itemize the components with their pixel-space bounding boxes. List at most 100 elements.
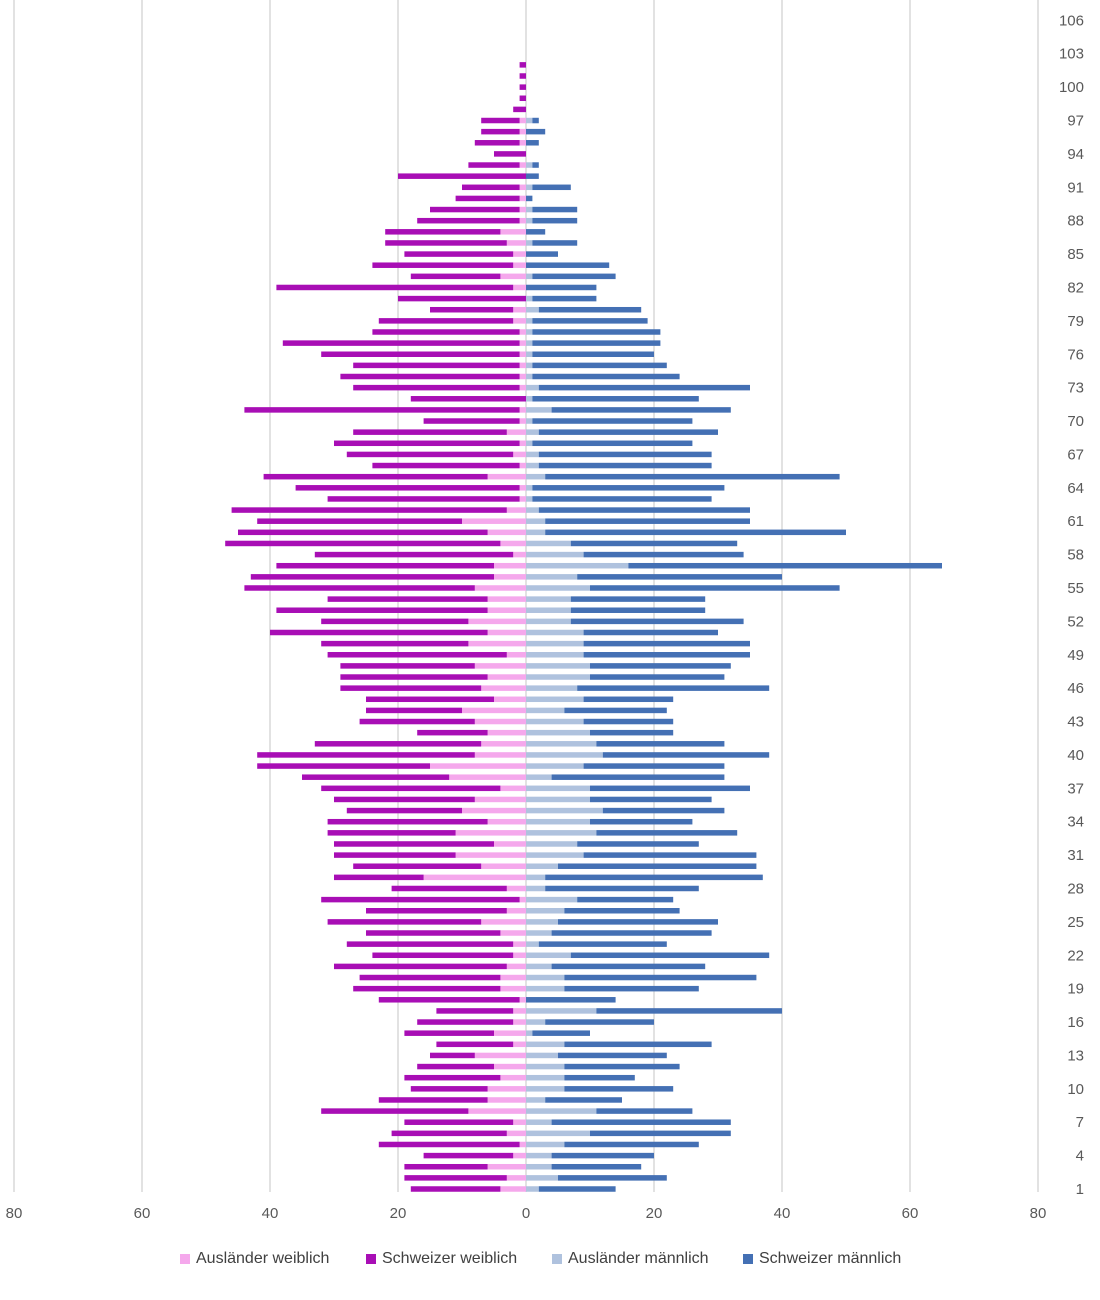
bar-auslaender-weiblich xyxy=(519,418,526,424)
bar-schweizer-maennlich xyxy=(596,1108,693,1114)
bar-auslaender-maennlich xyxy=(526,618,571,625)
bar-schweizer-weiblich xyxy=(404,1163,488,1170)
bar-schweizer-weiblich xyxy=(468,162,520,168)
bar-schweizer-weiblich xyxy=(378,997,520,1003)
bar-auslaender-weiblich xyxy=(519,440,526,447)
bar-schweizer-weiblich xyxy=(410,396,526,402)
bar-auslaender-maennlich xyxy=(526,663,590,669)
bar-schweizer-weiblich xyxy=(346,807,462,814)
bar-auslaender-weiblich xyxy=(513,1119,526,1125)
bar-schweizer-maennlich xyxy=(551,963,706,970)
y-tick-label: 34 xyxy=(1067,814,1084,831)
legend-label-schweizer-maennlich: Schweizer männlich xyxy=(759,1250,902,1267)
bar-schweizer-weiblich xyxy=(257,763,430,769)
bar-schweizer-maennlich xyxy=(564,707,667,714)
bar-auslaender-weiblich xyxy=(513,262,526,268)
bar-schweizer-maennlich xyxy=(570,607,706,613)
bar-auslaender-weiblich xyxy=(519,373,526,380)
bar-schweizer-weiblich xyxy=(423,1152,514,1159)
bar-auslaender-weiblich xyxy=(519,407,526,413)
bar-schweizer-maennlich xyxy=(583,696,674,703)
bar-schweizer-maennlich xyxy=(532,206,578,213)
bar-auslaender-maennlich xyxy=(526,1119,552,1125)
legend-item-auslaender-maennlich: Ausländer männlich xyxy=(552,1246,709,1272)
y-tick-label: 49 xyxy=(1067,647,1084,664)
bar-schweizer-maennlich xyxy=(564,1086,674,1092)
bar-schweizer-weiblich xyxy=(327,818,488,825)
bar-schweizer-weiblich xyxy=(474,140,520,146)
legend: Ausländer weiblich Schweizer weiblich Au… xyxy=(0,1246,1100,1272)
bar-schweizer-maennlich xyxy=(551,930,712,936)
y-tick-label: 1 xyxy=(1076,1181,1084,1198)
bar-schweizer-weiblich xyxy=(519,62,526,68)
bar-auslaender-weiblich xyxy=(487,596,526,602)
bar-auslaender-maennlich xyxy=(526,1186,539,1192)
bar-schweizer-weiblich xyxy=(436,1041,514,1048)
bar-schweizer-maennlich xyxy=(583,763,725,769)
y-tick-label: 61 xyxy=(1067,513,1084,530)
bar-schweizer-maennlich xyxy=(570,618,744,625)
bar-auslaender-maennlich xyxy=(526,919,558,925)
bar-schweizer-weiblich xyxy=(519,73,526,79)
bar-auslaender-maennlich xyxy=(526,785,590,792)
bar-schweizer-weiblich xyxy=(513,106,526,113)
bar-auslaender-weiblich xyxy=(487,818,526,825)
bar-schweizer-weiblich xyxy=(321,618,469,625)
bar-auslaender-maennlich xyxy=(526,1097,546,1103)
bar-schweizer-maennlich xyxy=(570,540,738,547)
y-tick-label: 106 xyxy=(1059,12,1084,29)
bar-auslaender-weiblich xyxy=(500,273,526,280)
bar-schweizer-maennlich xyxy=(532,496,712,502)
bar-auslaender-maennlich xyxy=(526,818,590,825)
bar-schweizer-maennlich xyxy=(551,407,731,413)
bar-auslaender-maennlich xyxy=(526,652,584,658)
bar-auslaender-maennlich xyxy=(526,240,533,246)
bar-schweizer-weiblich xyxy=(276,284,514,291)
bar-schweizer-weiblich xyxy=(385,229,501,235)
bar-schweizer-weiblich xyxy=(372,952,514,959)
bar-auslaender-maennlich xyxy=(526,485,533,491)
bar-schweizer-weiblich xyxy=(417,1019,514,1025)
bar-schweizer-weiblich xyxy=(519,84,526,90)
bar-schweizer-maennlich xyxy=(532,240,578,246)
bar-auslaender-weiblich xyxy=(500,974,526,981)
bar-schweizer-maennlich xyxy=(564,974,757,981)
legend-swatch-schweizer-maennlich xyxy=(743,1254,753,1264)
bar-auslaender-maennlich xyxy=(526,1052,558,1059)
bar-auslaender-weiblich xyxy=(487,1097,526,1103)
bar-auslaender-maennlich xyxy=(526,741,597,747)
bar-auslaender-maennlich xyxy=(526,941,539,947)
bar-auslaender-maennlich xyxy=(526,752,603,758)
bar-schweizer-maennlich xyxy=(602,807,725,814)
population-pyramid-chart: 80 60 40 20 0 20 40 60 80 1 4 7 10 13 16 19 22 25 28 31 34 3… xyxy=(6,0,1084,1222)
x-tick-label: 40 xyxy=(774,1205,791,1222)
bar-auslaender-weiblich xyxy=(462,518,526,524)
bar-auslaender-weiblich xyxy=(468,618,526,625)
bar-auslaender-maennlich xyxy=(526,930,552,936)
bar-auslaender-weiblich xyxy=(481,863,526,869)
bar-schweizer-weiblich xyxy=(378,1141,520,1148)
bar-schweizer-weiblich xyxy=(410,1186,501,1192)
bar-auslaender-maennlich xyxy=(526,407,552,413)
bar-auslaender-weiblich xyxy=(494,574,526,580)
bar-schweizer-weiblich xyxy=(238,529,488,536)
bar-schweizer-weiblich xyxy=(519,95,526,102)
bar-auslaender-weiblich xyxy=(519,206,526,213)
bar-schweizer-maennlich xyxy=(558,919,718,925)
bar-schweizer-weiblich xyxy=(359,974,501,981)
bar-auslaender-maennlich xyxy=(526,1163,552,1170)
bar-schweizer-maennlich xyxy=(596,1008,782,1014)
bar-schweizer-weiblich xyxy=(257,752,475,758)
y-tick-label: 40 xyxy=(1067,747,1084,764)
bar-auslaender-weiblich xyxy=(506,1130,526,1137)
bar-schweizer-weiblich xyxy=(334,963,507,970)
bar-schweizer-maennlich xyxy=(570,596,706,602)
bar-auslaender-weiblich xyxy=(487,607,526,613)
bar-auslaender-weiblich xyxy=(519,997,526,1003)
bar-auslaender-maennlich xyxy=(526,362,533,369)
bar-schweizer-weiblich xyxy=(327,596,488,602)
bar-schweizer-weiblich xyxy=(314,551,514,558)
bar-schweizer-weiblich xyxy=(417,729,488,736)
bar-schweizer-weiblich xyxy=(385,240,507,246)
legend-swatch-auslaender-weiblich xyxy=(180,1254,190,1264)
